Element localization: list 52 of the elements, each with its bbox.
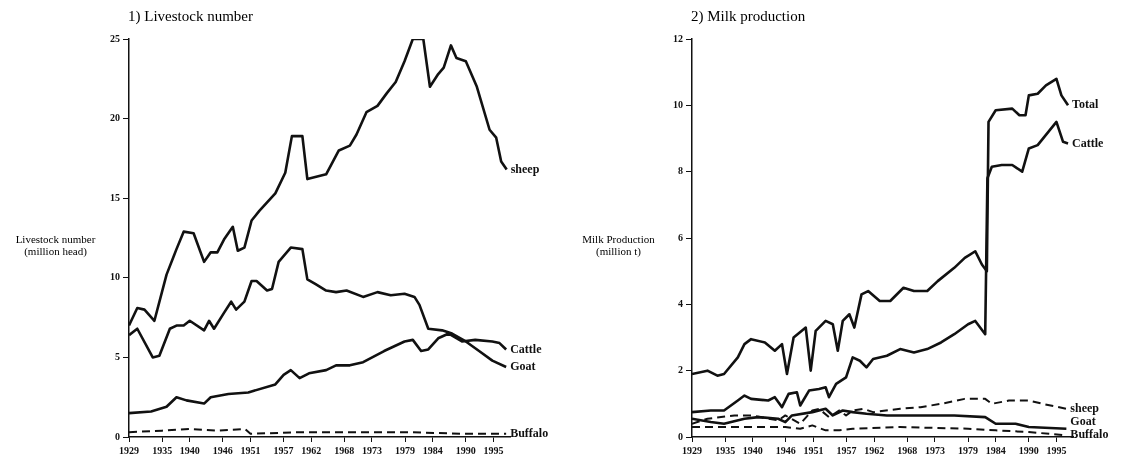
y-tick-label: 12 [673,32,683,44]
x-tick-label: 1929 [119,444,139,456]
x-tick-label: 1951 [240,444,261,456]
y-tick-label: 0 [678,430,683,442]
series-label: Goat [510,359,536,374]
series-label: sheep [1070,400,1100,415]
x-tick-label: 1968 [334,444,355,456]
x-tick-label: 1968 [897,444,918,456]
y-tick-label: 2 [678,364,683,376]
x-tick-label: 1990 [1018,444,1039,456]
x-tick-label: 1962 [864,444,885,456]
x-tick-label: 1957 [836,444,857,456]
x-tick-label: 1951 [803,444,824,456]
series-label: Buffalo [1070,427,1109,442]
y-tick-label: 4 [678,297,683,309]
x-tick-label: 1979 [395,444,416,456]
x-tick-label: 1995 [1046,444,1067,456]
x-tick-label: 1984 [985,444,1006,456]
series-label: Buffalo [510,425,549,440]
x-tick-label: 1995 [483,444,504,456]
x-tick-label: 1946 [212,444,233,456]
x-tick-label: 1946 [775,444,796,456]
x-tick-label: 1940 [742,444,763,456]
y-axis-title: Milk Production (million t) [581,233,656,257]
series-label: Cattle [510,341,543,356]
x-tick-label: 1935 [715,444,736,456]
x-tick-label: 1957 [273,444,294,456]
chart-title: 1) Livestock number [128,8,254,26]
series-label: Goat [1070,414,1096,429]
series-label: sheep [510,161,540,176]
y-tick-label: 6 [678,231,683,243]
x-tick-label: 1979 [958,444,979,456]
y-tick-label: 0 [115,430,120,442]
y-tick-label: 5 [115,350,120,362]
x-tick-label: 1962 [301,444,322,456]
series-label: Total [1072,97,1099,112]
x-tick-label: 1973 [924,444,945,456]
y-tick-label: 10 [110,271,120,283]
y-tick-label: 10 [673,98,683,110]
x-tick-label: 1973 [361,444,382,456]
x-tick-label: 1935 [152,444,173,456]
y-tick-label: 25 [110,32,120,44]
x-tick-label: 1990 [455,444,476,456]
x-tick-label: 1940 [179,444,200,456]
x-tick-label: 1929 [682,444,702,456]
y-tick-label: 15 [110,191,120,203]
y-axis-title: Livestock number (million head) [14,233,97,257]
y-tick-label: 8 [678,165,683,177]
series-label: Cattle [1072,135,1105,150]
x-tick-label: 1984 [422,444,443,456]
y-tick-label: 20 [110,112,120,124]
chart-title: 2) Milk production [691,8,807,26]
